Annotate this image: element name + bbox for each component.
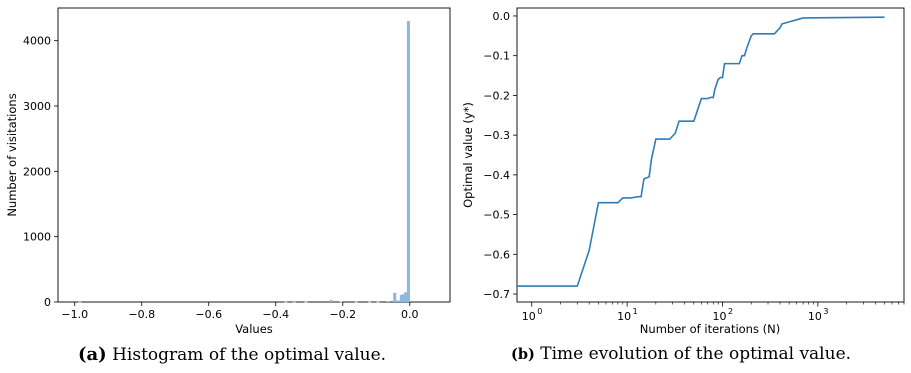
line-x-tick-exponent: 3 <box>823 307 828 316</box>
histogram-bar <box>354 301 358 303</box>
histogram-bar <box>329 300 333 302</box>
line-chart: 10 0 10 1 10 2 10 3 0.0−0.1−0.2−0.3−0.4−0.5−0.6… <box>461 7 905 336</box>
line-y-tick-label: −0.6 <box>483 248 510 261</box>
histogram-bars <box>78 21 411 303</box>
line-y-ticks: 0.0 −0.1 −0.2 −0.3 −0.4 −0.5 −0.6 −0.7 <box>483 10 517 301</box>
histogram-x-tick-label: −0.6 <box>195 308 222 321</box>
line-y-tick-label: −0.1 <box>483 50 510 63</box>
histogram-y-tick-label: 0 <box>44 296 51 309</box>
line-x-tick-label: 10 <box>808 310 822 323</box>
optimal-value-line <box>517 16 885 287</box>
histogram-bar <box>304 301 308 303</box>
histogram-x-ticks: −1.0 −0.8 −0.6 −0.4 −0.2 0.0 <box>61 302 419 321</box>
histogram-bar <box>396 300 400 302</box>
histogram-y-ticks: 0 1000 2000 3000 4000 <box>23 35 58 309</box>
line-y-tick-label: −0.2 <box>483 89 510 102</box>
line-y-tick-label: −0.5 <box>483 209 510 222</box>
line-x-tick-label: 10 <box>617 310 631 323</box>
caption-a-text: Histogram of the optimal value. <box>112 345 387 365</box>
histogram-bar <box>292 301 296 303</box>
caption-b: (b) Time evolution of the optimal value. <box>511 344 851 364</box>
histogram-bar <box>404 292 408 302</box>
histogram-x-tick-label: −1.0 <box>61 308 88 321</box>
caption-b-text: Time evolution of the optimal value. <box>540 344 852 364</box>
histogram-y-axis-label: Number of visitations <box>5 93 19 216</box>
line-series <box>517 16 885 287</box>
line-x-tick-label: 10 <box>713 310 727 323</box>
caption-a-label: (a) <box>78 344 107 365</box>
caption-a: (a) Histogram of the optimal value. <box>78 344 386 365</box>
histogram-y-tick-label: 4000 <box>23 35 51 48</box>
histogram-bar <box>368 301 372 303</box>
line-y-tick-label: −0.4 <box>483 169 510 182</box>
histogram-bar <box>393 292 397 302</box>
line-x-tick-exponent: 2 <box>728 307 733 316</box>
histogram-bar <box>78 301 82 303</box>
line-y-tick-label: −0.7 <box>483 288 510 301</box>
line-y-tick-label: −0.3 <box>483 129 510 142</box>
histogram-bar <box>376 301 380 303</box>
histogram-plot-frame <box>57 7 451 303</box>
line-x-axis-label: Number of iterations (N) <box>640 322 780 336</box>
histogram-y-tick-label: 1000 <box>23 231 51 244</box>
histogram-x-axis-label: Values <box>235 322 273 336</box>
histogram-bar <box>406 21 411 302</box>
histogram-x-tick-label: −0.2 <box>329 308 356 321</box>
histogram-x-tick-label: −0.8 <box>128 308 155 321</box>
caption-b-label: (b) <box>511 346 535 363</box>
line-x-tick-exponent: 1 <box>633 307 638 316</box>
line-y-tick-label: 0.0 <box>493 10 511 23</box>
histogram-bar <box>284 301 288 303</box>
histogram-y-tick-label: 3000 <box>23 100 51 113</box>
histogram-bar <box>402 294 406 302</box>
histogram-bar <box>399 294 404 302</box>
line-x-ticks: 10 0 10 1 10 2 10 3 <box>522 302 905 323</box>
line-y-axis-label: Optimal value (y*) <box>461 102 475 208</box>
histogram-bar <box>386 301 390 303</box>
histogram-y-tick-label: 2000 <box>23 165 51 178</box>
histogram-x-tick-label: −0.4 <box>262 308 289 321</box>
line-x-tick-label: 10 <box>522 310 536 323</box>
histogram-chart: −1.0 −0.8 −0.6 −0.4 −0.2 0.0 0 1000 2000 3000 400… <box>5 7 451 336</box>
line-x-tick-exponent: 0 <box>537 307 542 316</box>
line-plot-frame <box>516 7 905 303</box>
histogram-bar <box>339 301 343 303</box>
histogram-x-tick-label: 0.0 <box>401 308 419 321</box>
